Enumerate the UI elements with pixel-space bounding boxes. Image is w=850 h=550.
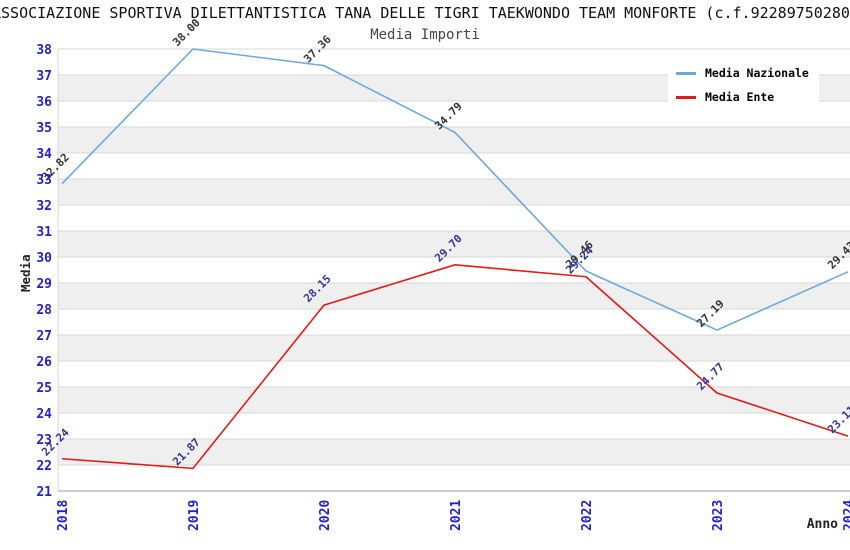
plot-band <box>58 335 850 361</box>
plot-band <box>58 387 850 413</box>
plot-band <box>58 283 850 309</box>
legend-swatch-red-line-icon <box>676 95 696 99</box>
plot-band <box>58 205 850 231</box>
series-line-media-ente <box>61 263 849 470</box>
y-tick-label: 25 <box>36 381 52 396</box>
legend-label: Media Ente <box>705 90 775 104</box>
y-tick-label: 38 <box>36 43 52 58</box>
y-tick-label: 34 <box>36 147 52 162</box>
series-line-media-nazionale <box>61 48 849 331</box>
plot-band <box>58 309 850 335</box>
y-tick-label: 26 <box>36 355 52 370</box>
plot-band <box>58 231 850 257</box>
legend: Media Nazionale Media Ente <box>668 55 819 115</box>
y-tick-label: 31 <box>36 225 52 240</box>
x-tick-label: 2022 <box>580 500 595 531</box>
y-tick-label: 22 <box>36 459 52 474</box>
y-tick-label: 33 <box>36 173 52 188</box>
x-tick-label: 2021 <box>449 500 464 531</box>
plot-band <box>58 257 850 283</box>
y-tick-label: 21 <box>36 485 52 500</box>
y-tick-label: 23 <box>36 433 52 448</box>
plot-band <box>58 361 850 387</box>
y-tick-label: 30 <box>36 251 52 266</box>
plot-band <box>58 153 850 179</box>
y-tick-label: 36 <box>36 95 52 110</box>
x-tick-label: 2020 <box>318 500 333 531</box>
y-tick-label: 35 <box>36 121 52 136</box>
y-tick-label: 37 <box>36 69 52 84</box>
x-tick-label: 2018 <box>56 500 71 531</box>
legend-entry-media-nazionale: Media Nazionale <box>676 61 809 85</box>
y-axis-title: Media <box>18 254 33 292</box>
plot-band <box>58 439 850 465</box>
y-tick-label: 28 <box>36 303 52 318</box>
plot-band <box>58 413 850 439</box>
legend-entry-media-ente: Media Ente <box>676 85 809 109</box>
legend-label: Media Nazionale <box>705 66 809 80</box>
plot-band <box>58 465 850 491</box>
x-tick-label: 2023 <box>711 500 726 531</box>
y-tick-label: 27 <box>36 329 52 344</box>
y-tick-label: 32 <box>36 199 52 214</box>
y-tick-label: 24 <box>36 407 52 422</box>
x-tick-label: 2019 <box>187 500 202 531</box>
legend-swatch-blue-line-icon <box>676 71 696 75</box>
x-axis-title: Anno <box>807 517 838 532</box>
chart-title: ASSOCIAZIONE SPORTIVA DILETTANTISTICA TA… <box>0 4 850 22</box>
y-tick-label: 29 <box>36 277 52 292</box>
x-tick-label: 2024 <box>842 500 850 531</box>
chart-subtitle: Media Importi <box>370 27 480 43</box>
plot-band <box>58 127 850 153</box>
plot-band <box>58 179 850 205</box>
